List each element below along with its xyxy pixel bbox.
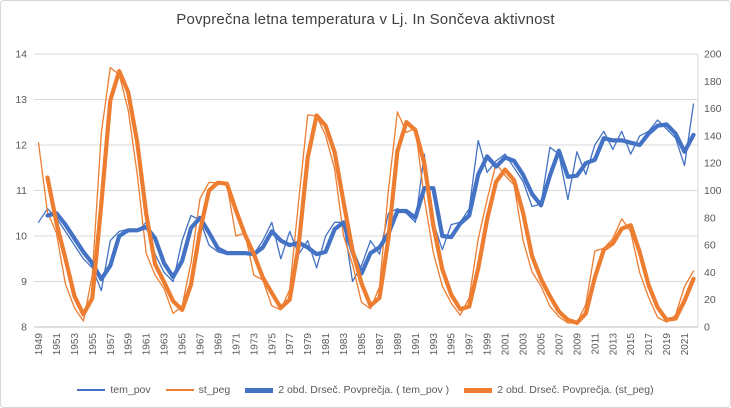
legend-swatch-ma-st-peg bbox=[464, 387, 493, 393]
svg-text:160: 160 bbox=[704, 103, 722, 115]
legend-label-ma-tem-pov: 2 obd. Drseč. Povprečja. ( tem_pov ) bbox=[278, 384, 450, 396]
svg-text:1987: 1987 bbox=[375, 333, 386, 356]
svg-text:1981: 1981 bbox=[321, 333, 332, 356]
svg-text:1973: 1973 bbox=[249, 333, 260, 356]
svg-text:2001: 2001 bbox=[501, 333, 512, 356]
svg-text:80: 80 bbox=[704, 212, 716, 224]
svg-text:40: 40 bbox=[704, 267, 716, 279]
legend-swatch-st-peg bbox=[165, 389, 194, 391]
chart-title: Povprečna letna temperatura v Lj. In Son… bbox=[176, 11, 555, 28]
svg-text:140: 140 bbox=[704, 130, 722, 142]
legend-item-st-peg: st_peg bbox=[165, 384, 231, 396]
svg-text:2019: 2019 bbox=[662, 333, 673, 356]
legend-label-tem-pov: tem_pov bbox=[110, 384, 151, 396]
svg-text:2009: 2009 bbox=[572, 333, 583, 356]
svg-text:1993: 1993 bbox=[429, 333, 440, 356]
svg-text:1965: 1965 bbox=[178, 333, 189, 356]
svg-text:1955: 1955 bbox=[88, 333, 99, 356]
svg-text:2013: 2013 bbox=[608, 333, 619, 356]
series-line-st_peg bbox=[45, 68, 696, 325]
svg-text:1979: 1979 bbox=[303, 333, 314, 356]
svg-text:1963: 1963 bbox=[160, 333, 171, 356]
svg-text:1997: 1997 bbox=[465, 333, 476, 356]
svg-text:14: 14 bbox=[15, 49, 27, 61]
svg-text:180: 180 bbox=[704, 76, 722, 88]
svg-text:11: 11 bbox=[16, 185, 27, 197]
legend-item-ma-st-peg: 2 obd. Drseč. Povprečja. (st_peg) bbox=[464, 384, 654, 396]
svg-text:1967: 1967 bbox=[196, 333, 207, 356]
svg-text:1999: 1999 bbox=[483, 333, 494, 356]
svg-text:1975: 1975 bbox=[267, 333, 278, 356]
legend-swatch-ma-tem-pov bbox=[245, 387, 274, 393]
chart-legend: tem_pov st_peg 2 obd. Drseč. Povprečja. … bbox=[1, 384, 730, 396]
legend-item-tem-pov: tem_pov bbox=[77, 384, 151, 396]
svg-text:1995: 1995 bbox=[447, 333, 458, 356]
svg-text:0: 0 bbox=[704, 322, 710, 334]
svg-text:200: 200 bbox=[704, 49, 722, 61]
svg-text:20: 20 bbox=[704, 294, 716, 306]
svg-text:1957: 1957 bbox=[106, 333, 117, 356]
svg-text:1953: 1953 bbox=[70, 333, 81, 356]
svg-text:1983: 1983 bbox=[339, 333, 350, 356]
svg-text:12: 12 bbox=[15, 140, 27, 152]
svg-text:1959: 1959 bbox=[124, 333, 135, 356]
svg-text:2017: 2017 bbox=[644, 333, 655, 356]
right-axis-labels: 0 20 40 60 80 100 120 140 160 180 200 bbox=[704, 49, 722, 334]
svg-text:1951: 1951 bbox=[52, 333, 63, 356]
legend-swatch-tem-pov bbox=[77, 389, 106, 391]
svg-text:1971: 1971 bbox=[231, 333, 242, 356]
svg-text:1989: 1989 bbox=[393, 333, 404, 356]
legend-label-st-peg: st_peg bbox=[198, 384, 231, 396]
svg-text:10: 10 bbox=[15, 231, 27, 243]
series-line-st_peg bbox=[37, 66, 695, 324]
gridlines bbox=[34, 53, 698, 328]
legend-item-ma-tem-pov: 2 obd. Drseč. Povprečja. ( tem_pov ) bbox=[245, 384, 449, 396]
svg-text:8: 8 bbox=[21, 322, 27, 334]
svg-text:120: 120 bbox=[704, 158, 722, 170]
svg-text:1961: 1961 bbox=[142, 333, 153, 356]
svg-text:2011: 2011 bbox=[590, 333, 601, 355]
svg-text:13: 13 bbox=[15, 94, 27, 106]
svg-text:2021: 2021 bbox=[680, 333, 691, 356]
series-line-tem_pov bbox=[45, 122, 696, 282]
svg-text:2007: 2007 bbox=[554, 333, 565, 356]
svg-text:1977: 1977 bbox=[285, 333, 296, 356]
svg-text:2015: 2015 bbox=[626, 333, 637, 356]
svg-text:1991: 1991 bbox=[411, 333, 422, 356]
svg-text:1949: 1949 bbox=[34, 333, 45, 356]
legend-label-ma-st-peg: 2 obd. Drseč. Povprečja. (st_peg) bbox=[497, 384, 654, 396]
svg-text:2003: 2003 bbox=[519, 333, 530, 356]
svg-text:9: 9 bbox=[21, 276, 27, 288]
svg-text:1969: 1969 bbox=[213, 333, 224, 356]
svg-text:2005: 2005 bbox=[536, 333, 547, 356]
x-axis-labels: 1949 1951 1953 1955 1957 1959 1961 1963 1965 1967… bbox=[34, 333, 691, 356]
svg-text:100: 100 bbox=[704, 185, 722, 197]
svg-text:60: 60 bbox=[704, 240, 716, 252]
left-axis-labels: 8 9 10 11 12 13 14 bbox=[15, 49, 27, 334]
svg-text:1985: 1985 bbox=[357, 333, 368, 356]
